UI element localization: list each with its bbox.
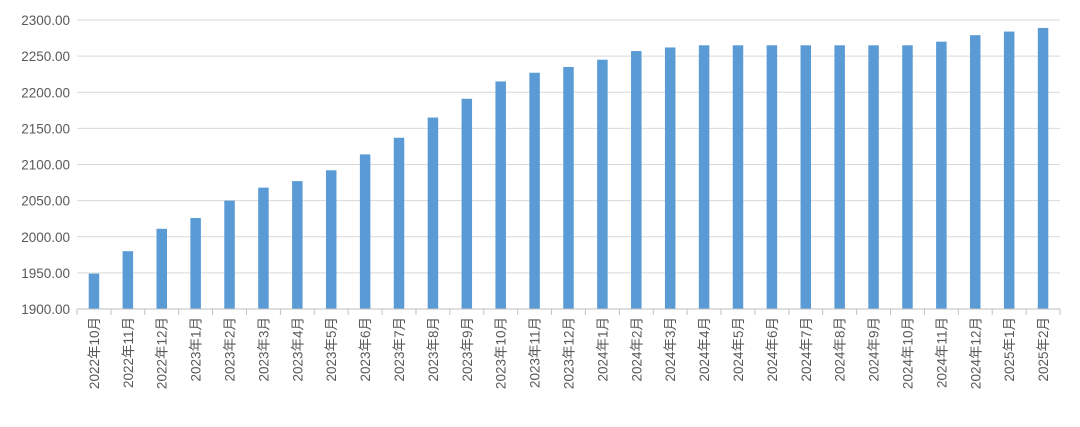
x-tick-label: 2023年6月 (358, 317, 373, 382)
bar (88, 273, 100, 309)
x-tick-label: 2024年4月 (697, 317, 712, 382)
bar (359, 154, 371, 309)
x-tick-label: 2024年10月 (900, 317, 915, 389)
x-tick-label: 2022年12月 (155, 317, 170, 389)
x-tick-label: 2025年2月 (1036, 317, 1051, 382)
x-tick-label: 2024年3月 (663, 317, 678, 382)
bar (495, 81, 506, 309)
x-tick-label: 2024年6月 (765, 317, 780, 382)
y-tick-label: 1950.00 (21, 266, 70, 281)
bar (936, 41, 947, 310)
bar (597, 59, 608, 309)
y-tick-label: 2250.00 (21, 49, 70, 64)
bar (393, 137, 405, 309)
bar (461, 98, 473, 309)
x-tick-label: 2024年5月 (731, 317, 746, 382)
x-tick-label: 2024年11月 (934, 317, 949, 388)
bar (902, 45, 913, 309)
x-tick-label: 2023年3月 (256, 317, 271, 382)
bar (1037, 27, 1049, 309)
bar (427, 117, 439, 309)
x-tick-label: 2023年4月 (290, 317, 305, 382)
x-tick-label: 2023年11月 (528, 317, 543, 388)
x-tick-label: 2024年7月 (799, 317, 814, 382)
x-tick-label: 2023年9月 (460, 317, 475, 382)
bars-layer (88, 27, 1049, 310)
x-tick-label: 2024年9月 (867, 317, 882, 382)
bar (1003, 31, 1015, 310)
bar (868, 45, 879, 309)
bar (122, 251, 134, 309)
x-tick-label: 2023年5月 (324, 317, 339, 382)
x-tick-label: 2022年10月 (87, 317, 102, 389)
x-tick-label: 2024年2月 (629, 317, 644, 382)
x-tick-label: 2023年2月 (223, 317, 238, 382)
bar (970, 35, 981, 310)
x-tick-label: 2024年1月 (595, 317, 610, 382)
y-tick-label: 1900.00 (21, 302, 70, 317)
bar (698, 45, 710, 309)
y-tick-label: 2150.00 (21, 121, 70, 136)
bar (325, 170, 337, 309)
bar (800, 45, 812, 309)
x-tick-label: 2023年10月 (494, 317, 509, 389)
bar (224, 200, 235, 309)
bar (292, 181, 303, 309)
y-tick-label: 2100.00 (21, 158, 70, 173)
x-tick-label: 2024年12月 (968, 317, 983, 389)
bar (529, 72, 540, 310)
y-tick-label: 2050.00 (21, 194, 70, 209)
x-tick-label: 2022年11月 (121, 317, 136, 388)
bar (631, 51, 642, 309)
bar (834, 45, 845, 309)
y-tick-label: 2200.00 (21, 85, 70, 100)
y-axis-ticks: 1900.00 1950.00 2000.00 2050.00 2100.00 2150.… (21, 13, 70, 317)
bar (258, 187, 269, 309)
y-tick-label: 2000.00 (21, 230, 70, 245)
x-tick-label: 2023年7月 (392, 317, 407, 382)
bar (766, 45, 778, 309)
bar (190, 217, 201, 309)
x-tick-label: 2025年1月 (1002, 317, 1017, 382)
bar (156, 228, 167, 309)
x-tick-label: 2023年12月 (562, 317, 577, 389)
y-tick-label: 2300.00 (21, 13, 70, 28)
x-tick-label: 2023年1月 (189, 317, 204, 382)
x-axis-ticks: 2022年10月 2022年11月 2022年12月 2023年1月 2023年2月 20… (76, 309, 1061, 389)
x-tick-label: 2023年8月 (426, 317, 441, 382)
x-tick-label: 2024年8月 (833, 317, 848, 382)
bar (664, 47, 676, 310)
bar (563, 66, 574, 310)
bar (732, 45, 744, 309)
